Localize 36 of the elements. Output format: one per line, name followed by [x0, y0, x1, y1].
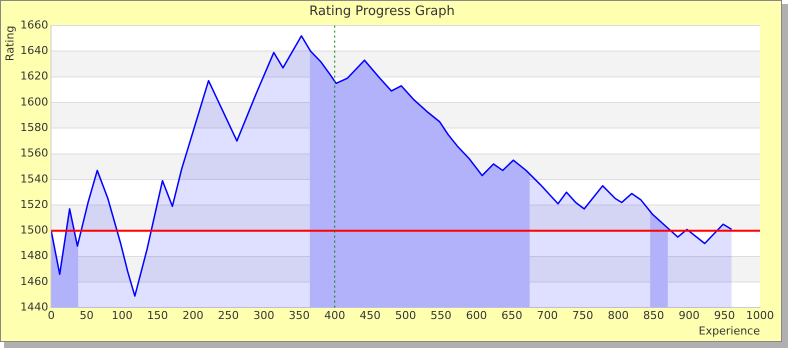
x-tick-label: 700	[536, 309, 558, 322]
x-tick-label: 600	[466, 309, 487, 322]
x-tick-label: 250	[218, 309, 239, 322]
x-tick-label: 1000	[746, 309, 774, 322]
x-tick-label: 900	[678, 309, 700, 322]
y-tick-label: 1620	[20, 70, 48, 83]
x-tick-label: 500	[395, 309, 416, 322]
x-tick-label: 200	[182, 309, 204, 322]
x-tick-label: 50	[80, 309, 94, 322]
x-tick-label: 550	[430, 309, 452, 322]
x-tick-label: 450	[360, 309, 381, 322]
y-tick-label: 1640	[20, 44, 48, 58]
x-tick-label: 300	[253, 309, 274, 322]
y-axis-title: Rating	[3, 26, 16, 62]
y-tick-label: 1580	[20, 121, 48, 134]
y-tick-label: 1660	[20, 18, 48, 32]
y-tick-label: 1480	[20, 249, 48, 262]
x-tick-label: 100	[112, 309, 133, 322]
y-tick-label: 1500	[20, 224, 48, 237]
x-tick-label: 150	[147, 309, 168, 322]
x-tick-label: 800	[608, 309, 629, 322]
y-tick-label: 1460	[20, 274, 48, 288]
y-tick-label: 1540	[20, 172, 48, 186]
x-tick-label: 950	[714, 309, 736, 322]
x-tick-label: 850	[643, 309, 664, 322]
y-tick-label: 1440	[20, 300, 48, 314]
y-tick-label: 1520	[20, 198, 48, 211]
x-tick-label: 750	[572, 309, 594, 322]
x-tick-label: 400	[324, 309, 346, 322]
x-axis-title: Experience	[698, 324, 760, 338]
chart-title: Rating Progress Graph	[309, 4, 455, 20]
x-tick-label: 0	[48, 309, 55, 322]
y-tick-label: 1560	[20, 146, 48, 160]
x-tick-label: 350	[288, 309, 310, 322]
x-tick-label: 650	[501, 309, 522, 322]
y-tick-label: 1600	[20, 95, 48, 108]
